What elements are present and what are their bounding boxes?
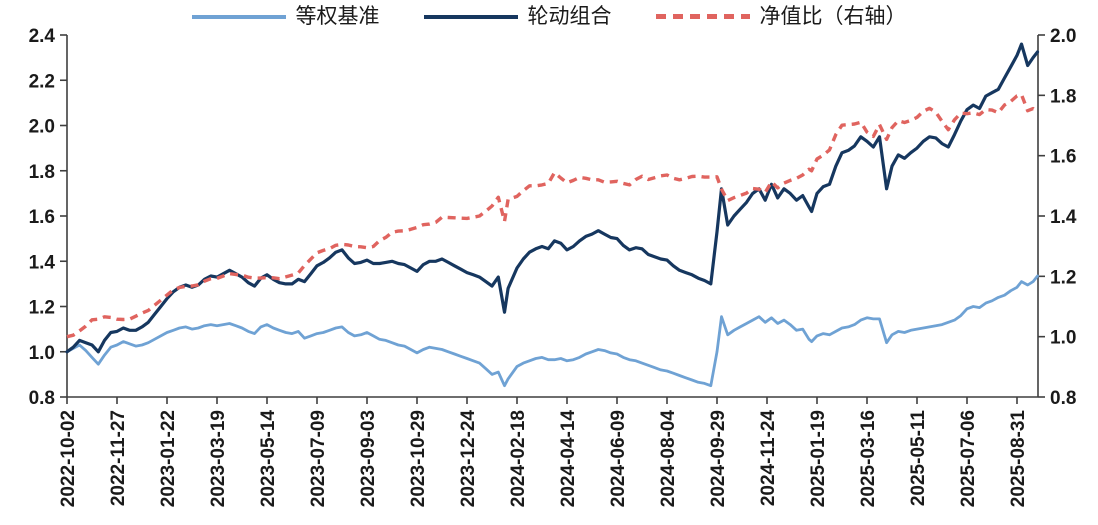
left-axis-tick-label: 1.2 [29,298,55,319]
chart-legend: 等权基准 轮动组合 净值比（右轴） [0,6,1098,27]
x-axis-tick-label: 2025-03-16 [858,410,879,507]
x-axis-tick-label: 2023-10-29 [408,410,429,507]
benchmark-line-swatch-icon [191,14,286,19]
x-axis-tick-label: 2022-11-27 [108,410,129,506]
x-axis-tick-label: 2022-10-02 [58,410,79,507]
x-axis-tick-label: 2025-01-19 [808,410,829,507]
portfolio-series-line [65,42,1040,354]
x-axis-tick-label: 2024-11-24 [758,410,779,507]
x-axis-tick-label: 2024-02-18 [508,410,529,507]
x-axis-tick-label: 2024-08-04 [658,410,679,508]
left-axis-tick-label: 1.0 [29,343,55,364]
right-axis-tick-label: 2.0 [1050,26,1076,47]
nav-ratio-series-line [66,92,1039,339]
right-axis-tick-label: 1.6 [1050,147,1076,168]
benchmark-series-line [65,274,1039,388]
x-axis-tick-label: 2025-08-31 [1008,410,1029,508]
x-axis-tick-label: 2023-09-03 [358,410,379,507]
x-axis-tick-label: 2023-01-22 [158,410,179,507]
legend-item-portfolio: 轮动组合 [423,4,612,28]
left-axis-tick-label: 1.8 [29,162,55,183]
right-axis-tick-label: 0.8 [1050,388,1076,409]
left-axis-tick-label: 2.4 [29,26,56,47]
x-axis-tick-label: 2024-09-29 [708,410,729,507]
x-axis-tick-label: 2023-12-24 [458,410,479,508]
legend-item-nav-ratio: 净值比（右轴） [655,4,907,28]
legend-item-benchmark: 等权基准 [191,4,380,28]
left-axis-tick-label: 1.4 [29,252,56,273]
x-axis-tick-label: 2023-05-14 [258,410,279,508]
right-axis-tick-label: 1.0 [1050,328,1076,349]
x-axis-tick-label: 2023-03-19 [208,410,229,507]
legend-label-benchmark: 等权基准 [295,4,380,28]
right-axis-tick-label: 1.4 [1050,207,1077,228]
x-axis-tick-label: 2024-06-09 [608,410,629,507]
right-axis-tick-label: 1.2 [1050,267,1076,288]
x-axis-tick-label: 2025-07-06 [958,410,979,507]
x-axis-tick-label: 2024-04-14 [558,410,579,508]
x-axis-tick-label: 2025-05-11 [908,410,929,507]
left-axis-tick-label: 1.6 [29,207,55,228]
right-axis-tick-label: 1.8 [1050,86,1076,107]
portfolio-line-swatch-icon [423,14,518,19]
left-axis-tick-label: 0.8 [29,388,55,409]
left-axis-tick-label: 2.2 [29,71,55,92]
x-axis-tick-label: 2023-07-09 [308,410,329,507]
nav-ratio-line-swatch-icon [655,14,750,19]
legend-label-portfolio: 轮动组合 [527,4,612,28]
left-axis-tick-label: 2.0 [29,117,55,138]
legend-label-nav-ratio: 净值比（右轴） [759,4,907,28]
